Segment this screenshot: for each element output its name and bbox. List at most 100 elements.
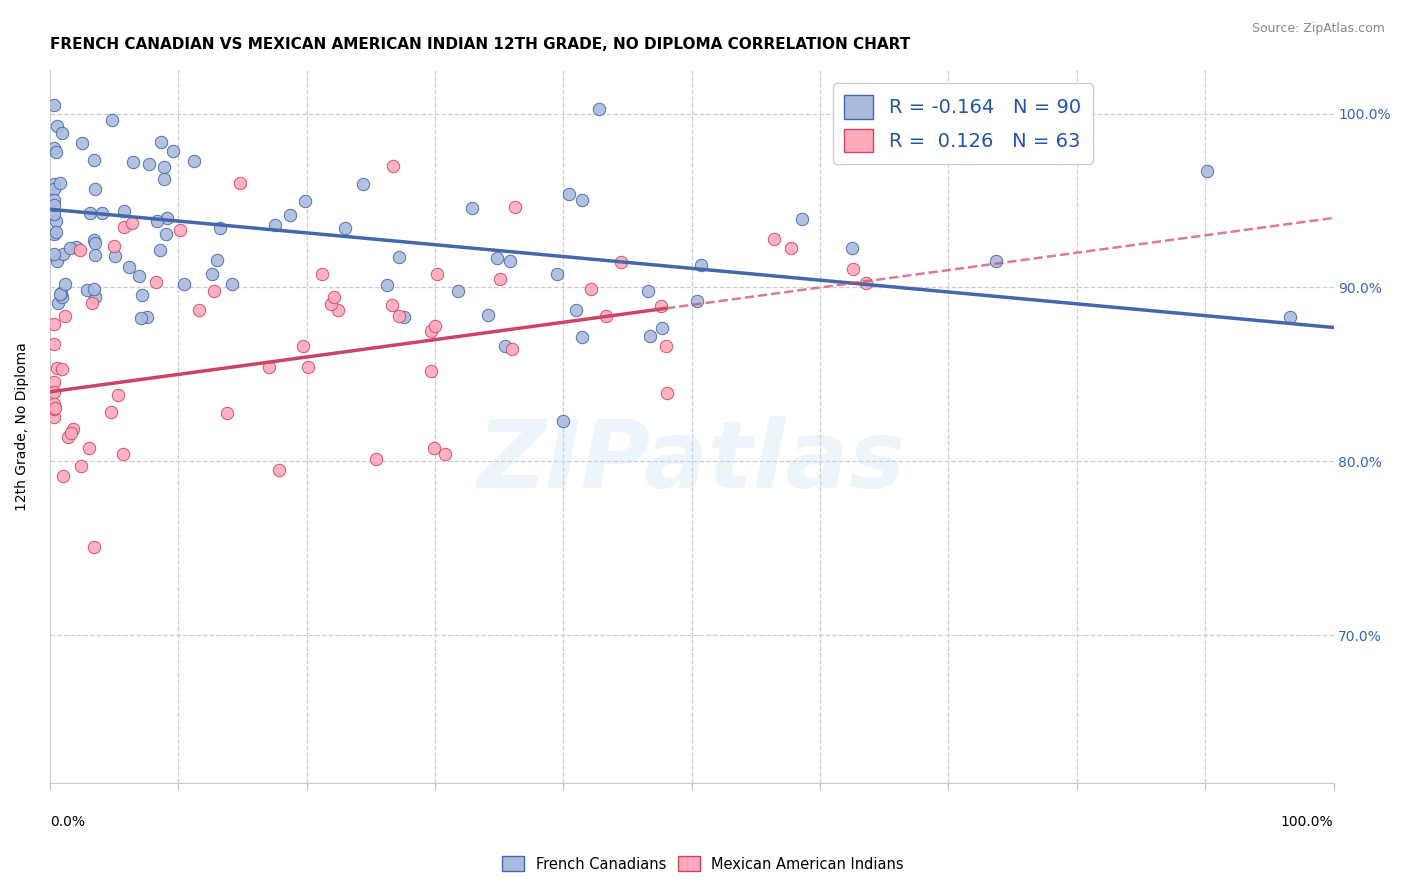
Point [595, 309, 617, 323]
Point [84, 182, 107, 196]
Point [381, 298, 404, 312]
Point [42, 397, 65, 411]
Point [83, 540, 105, 554]
Point [461, 202, 484, 216]
Point [780, 241, 803, 255]
Point [610, 255, 633, 269]
Point [90, 206, 112, 220]
Point [46, 295, 69, 310]
Point [322, 290, 344, 304]
Point [72, 136, 94, 150]
Point [83, 282, 105, 296]
Point [366, 452, 388, 467]
Point [149, 243, 172, 257]
Point [477, 308, 499, 322]
Point [984, 254, 1007, 268]
Point [208, 221, 231, 235]
Point [686, 294, 709, 309]
Point [42, 141, 65, 155]
Point [53, 277, 76, 291]
Point [173, 277, 195, 292]
Point [638, 329, 661, 343]
Point [423, 318, 446, 333]
Point [42, 206, 65, 220]
Point [229, 176, 252, 190]
Point [138, 157, 160, 171]
Point [42, 410, 65, 425]
Point [558, 186, 581, 201]
Point [169, 223, 191, 237]
Y-axis label: 12th Grade, No Diploma: 12th Grade, No Diploma [15, 343, 30, 511]
Point [297, 360, 319, 375]
Point [65, 239, 87, 253]
Point [207, 252, 229, 267]
Point [352, 178, 374, 192]
Point [42, 198, 65, 212]
Point [62, 421, 84, 435]
Point [388, 309, 411, 323]
Text: ZIPatlas: ZIPatlas [478, 417, 905, 508]
Point [579, 282, 602, 296]
Point [42, 98, 65, 112]
Point [46, 361, 69, 376]
Point [69, 243, 91, 257]
Text: FRENCH CANADIAN VS MEXICAN AMERICAN INDIAN 12TH GRADE, NO DIPLOMA CORRELATION CH: FRENCH CANADIAN VS MEXICAN AMERICAN INDI… [49, 37, 910, 53]
Point [77, 441, 100, 455]
Point [149, 135, 172, 149]
Point [83, 153, 105, 168]
Point [42, 375, 65, 389]
Point [153, 172, 176, 186]
Point [655, 339, 678, 353]
Point [551, 414, 574, 428]
Point [841, 241, 863, 255]
Point [42, 385, 65, 400]
Point [155, 227, 177, 241]
Point [60, 426, 83, 441]
Point [42, 182, 65, 196]
Point [121, 216, 143, 230]
Point [128, 268, 150, 283]
Point [546, 267, 568, 281]
Point [51, 362, 73, 376]
Point [83, 233, 105, 247]
Point [51, 246, 73, 260]
Legend: French Canadians, Mexican American Indians: French Canadians, Mexican American India… [496, 850, 910, 878]
Point [100, 405, 122, 419]
Point [156, 211, 179, 225]
Point [84, 290, 107, 304]
Point [650, 299, 672, 313]
Point [419, 324, 441, 338]
Point [319, 297, 342, 311]
Point [59, 241, 82, 255]
Point [422, 441, 444, 455]
Point [76, 283, 98, 297]
Point [101, 113, 124, 128]
Point [112, 203, 135, 218]
Point [221, 277, 243, 292]
Point [291, 339, 314, 353]
Point [388, 250, 411, 264]
Point [104, 249, 127, 263]
Point [135, 310, 157, 325]
Point [45, 213, 67, 227]
Point [42, 247, 65, 261]
Point [311, 268, 333, 282]
Point [762, 232, 785, 246]
Point [494, 339, 516, 353]
Point [588, 102, 610, 116]
Point [202, 284, 225, 298]
Point [129, 310, 152, 325]
Point [79, 206, 101, 220]
Point [42, 227, 65, 241]
Point [434, 447, 457, 461]
Point [855, 276, 877, 290]
Point [46, 119, 69, 133]
Point [49, 176, 72, 190]
Point [153, 160, 176, 174]
Point [1279, 310, 1302, 324]
Point [58, 430, 80, 444]
Point [162, 144, 184, 158]
Text: 0.0%: 0.0% [49, 815, 84, 829]
Point [145, 214, 167, 228]
Point [503, 200, 526, 214]
